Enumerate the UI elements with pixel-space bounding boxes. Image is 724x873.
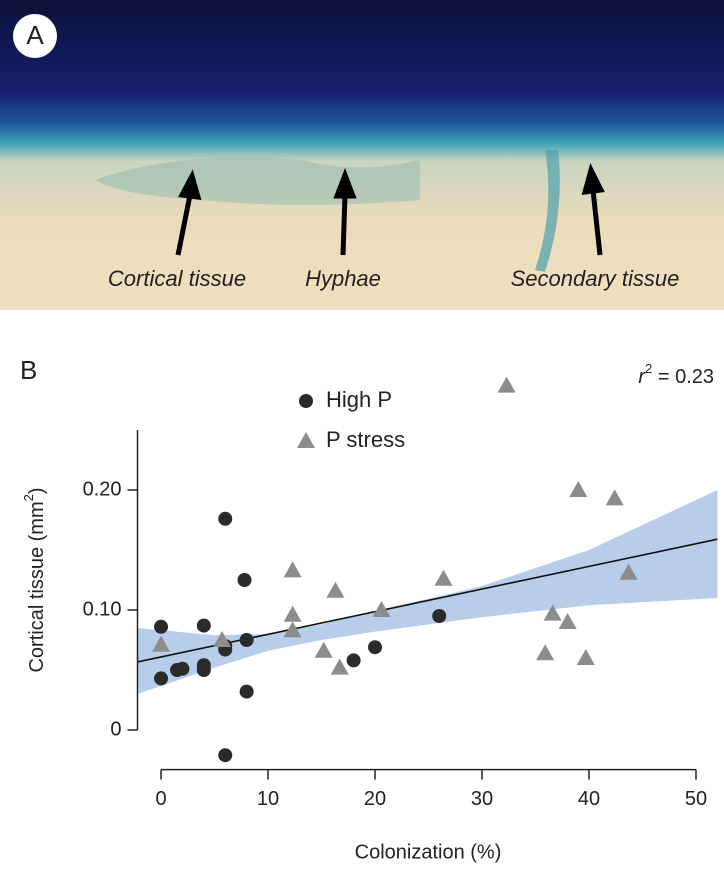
point: [283, 561, 302, 578]
arrowhead: [333, 167, 357, 199]
x-tick-label: 50: [685, 788, 707, 810]
arrow: [175, 194, 193, 256]
secondary-region: [535, 150, 560, 272]
point: [434, 569, 453, 586]
point: [497, 376, 516, 393]
y-label-text: Cortical tissue (mm: [26, 501, 48, 672]
micrograph-background: [0, 0, 724, 310]
point: [154, 619, 169, 634]
point: [432, 609, 447, 623]
point: [314, 641, 333, 658]
point: [372, 601, 391, 617]
confidence-band: [137, 490, 718, 694]
panel-label: B: [20, 355, 37, 385]
y-tick-label: 0.20: [83, 478, 122, 500]
point: [196, 618, 211, 633]
point: [569, 481, 588, 497]
x-tick-label: 10: [257, 788, 279, 810]
y-label-end: ): [26, 487, 48, 494]
point: [536, 644, 555, 661]
point: [283, 621, 302, 638]
point: [558, 613, 577, 629]
point: [196, 663, 211, 677]
legend-label: P stress: [326, 427, 405, 452]
point: [605, 489, 624, 506]
arrowhead: [178, 169, 202, 200]
x-tick-label: 0: [155, 788, 166, 810]
panel-label-badge: [13, 14, 57, 58]
arrowhead: [581, 163, 605, 195]
r-value: = 0.23: [652, 366, 714, 388]
arrow: [590, 189, 603, 256]
point: [283, 605, 302, 622]
x-tick-label: 30: [471, 788, 493, 810]
point: [154, 671, 169, 686]
y-axis-label: Cortical tissue (mm2): [21, 487, 48, 672]
fit-line: [137, 538, 718, 663]
point: [619, 563, 638, 580]
annotation: Hyphae: [305, 266, 381, 291]
y-tick-label: 0: [110, 718, 121, 740]
point: [218, 748, 233, 763]
r-var: r: [638, 366, 646, 388]
legend-marker: [297, 432, 315, 448]
arrows: [175, 163, 605, 256]
point: [239, 684, 254, 699]
point: [213, 631, 232, 647]
annotation: Secondary tissue: [511, 266, 680, 291]
x-axis-label: Colonization (%): [355, 841, 502, 863]
point: [330, 658, 349, 675]
legend-label: High P: [326, 387, 392, 412]
point: [346, 653, 361, 668]
point: [543, 604, 562, 621]
sup: 2: [21, 494, 36, 501]
point: [576, 649, 595, 665]
legend-marker: [299, 394, 313, 408]
point: [152, 635, 171, 652]
point: [368, 640, 383, 655]
panel-label: A: [26, 20, 44, 50]
arrow: [340, 194, 348, 256]
sup: 2: [645, 361, 652, 376]
y-tick-label: 0.10: [83, 598, 122, 620]
point: [175, 661, 190, 676]
point: [326, 581, 345, 598]
point: [237, 573, 252, 587]
point: [239, 633, 254, 647]
r-squared: r2 = 0.23: [638, 361, 714, 388]
annotation: Cortical tissue: [108, 266, 246, 291]
micrograph: A Cortical tissue Hyphae Secondary tissu…: [0, 0, 724, 310]
x-tick-label: 40: [578, 788, 600, 810]
x-tick-label: 20: [364, 788, 386, 810]
point: [218, 511, 233, 526]
